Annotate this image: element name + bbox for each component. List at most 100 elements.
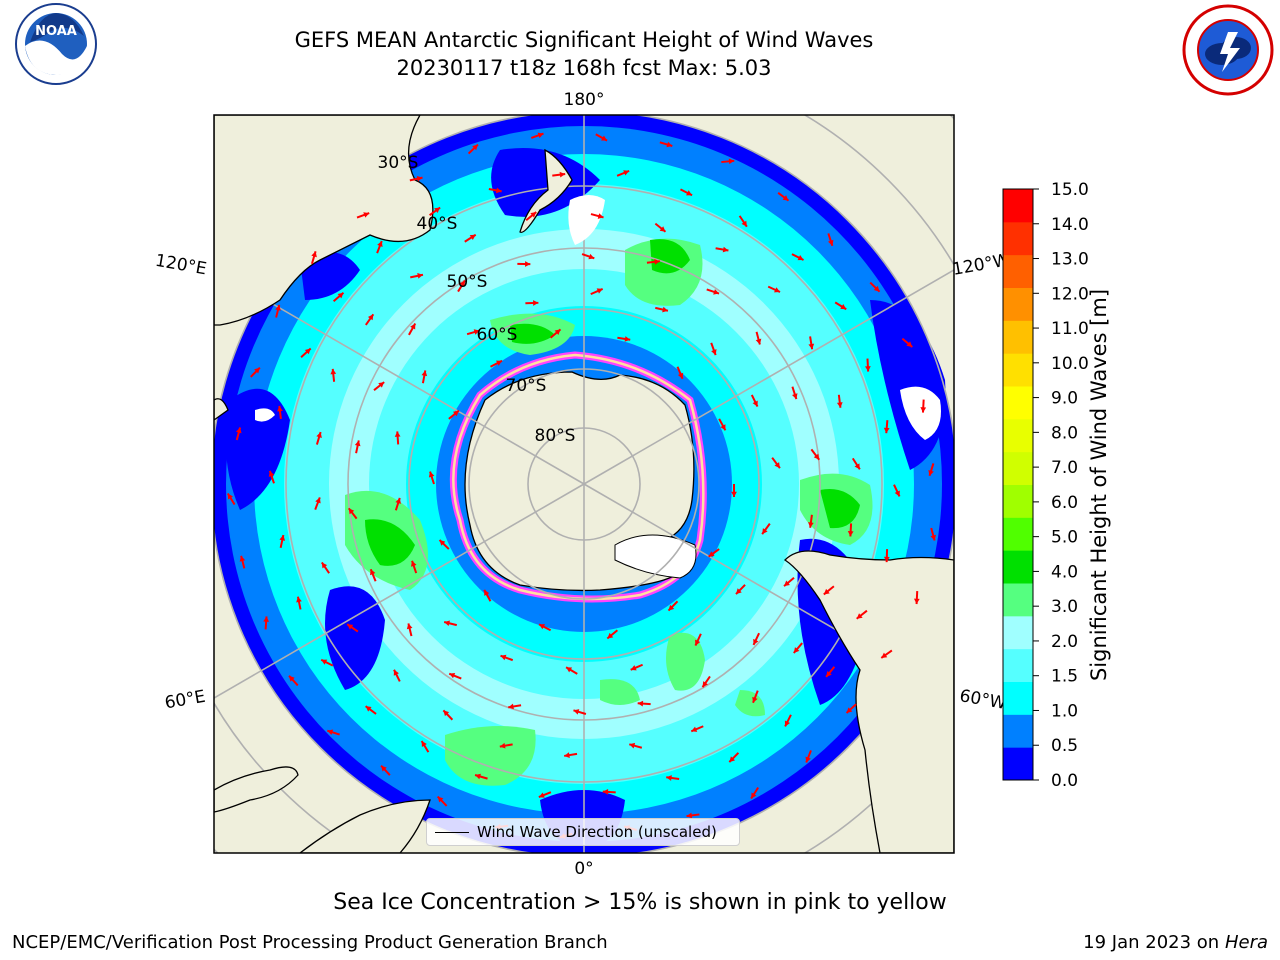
lat-label-80s: 80°S <box>535 426 576 446</box>
wind-wave-arrowhead <box>906 341 913 348</box>
madagascar <box>214 398 229 421</box>
colorbar-segment <box>1003 221 1033 256</box>
map-legend: Wind Wave Direction (unscaled) <box>426 818 740 846</box>
wind-wave-arrowhead <box>394 431 401 437</box>
wind-wave-arrowhead <box>508 703 514 710</box>
wind-wave-arrowhead <box>437 796 444 803</box>
wind-wave-arrowhead <box>662 306 668 313</box>
wind-wave-arrowhead <box>813 453 820 460</box>
colorbar-tick-label: 2.0 <box>1051 632 1078 652</box>
wind-wave-arrowhead <box>751 792 757 799</box>
wind-wave-arrowhead <box>495 187 502 194</box>
wind-wave-arrowhead <box>554 329 561 335</box>
wind-wave-arrowhead <box>623 170 630 176</box>
wind-wave-arrowhead <box>784 720 791 727</box>
wind-wave-arrowhead <box>797 255 804 261</box>
wind-wave-arrowhead <box>499 742 506 749</box>
legend-label: Wind Wave Direction (unscaled) <box>477 823 717 841</box>
wind-wave-arrowhead <box>883 556 890 563</box>
wind-wave-arrowhead <box>304 348 311 355</box>
wind-wave-arrowhead <box>729 756 736 763</box>
wind-wave-arrowhead <box>410 560 417 567</box>
colorbar-tick-label: 15.0 <box>1051 180 1089 200</box>
wind-wave-arrowhead <box>530 212 537 218</box>
wind-wave-arrowhead <box>367 314 374 321</box>
wind-wave-arrowhead <box>354 440 361 447</box>
wind-wave-arrowhead <box>702 681 708 688</box>
colorbar-segment <box>1003 648 1033 682</box>
wind-wave-arrowhead <box>363 212 370 218</box>
lon-label-120e: 120°E <box>154 251 208 280</box>
colorbar-tick-label: 12.0 <box>1051 284 1089 304</box>
wind-wave-arrowhead <box>808 522 814 528</box>
wind-wave-arrowhead <box>722 246 729 253</box>
colorbar-segment <box>1003 583 1033 617</box>
wind-wave-arrowhead <box>406 623 413 630</box>
wind-wave-arrowhead <box>731 491 737 497</box>
wind-wave-arrowhead <box>263 616 270 622</box>
wind-wave-arrowhead <box>753 638 759 645</box>
wind-wave-arrowhead <box>630 665 637 671</box>
footer-date: 19 Jan 2023 on Hera <box>1083 932 1268 953</box>
wind-wave-arrowhead <box>601 135 608 141</box>
lat-label-30s: 30°S <box>378 153 419 173</box>
wind-wave-arrowhead <box>827 239 834 246</box>
new-zealand <box>519 148 573 233</box>
wind-wave-arrowhead <box>728 158 735 165</box>
wind-wave-arrowhead <box>686 190 693 196</box>
wind-wave-arrowhead <box>826 670 832 677</box>
wind-wave-arrowhead <box>774 462 780 469</box>
wind-wave-arrowhead <box>484 589 490 596</box>
wind-wave-arrowhead <box>538 792 545 798</box>
wind-wave-arrowhead <box>459 280 465 287</box>
svg-text:NOAA: NOAA <box>35 24 77 39</box>
wind-wave-arrowhead <box>289 675 295 682</box>
wind-wave-arrowhead <box>347 624 354 630</box>
wind-wave-arrowhead <box>566 667 573 673</box>
wind-wave-arrowhead <box>469 234 476 241</box>
wind-wave-arrowhead <box>782 195 789 201</box>
wind-wave-arrowhead <box>854 463 860 470</box>
wind-wave-arrowhead <box>792 393 798 400</box>
lon-label-120w: 120°W <box>951 250 1012 280</box>
wind-wave-arrowhead <box>629 742 636 749</box>
colorbar-segment <box>1003 254 1033 288</box>
wind-wave-arrowhead <box>774 287 781 293</box>
footer-date-text: 19 Jan 2023 on <box>1083 932 1225 953</box>
wind-wave-arrowhead <box>654 258 660 265</box>
wind-wave-arrowhead <box>378 382 385 388</box>
wind-wave-arrowhead <box>784 580 790 587</box>
south-america <box>783 550 954 853</box>
colorbar-segment <box>1003 484 1033 518</box>
wind-wave-arrowhead <box>316 432 322 438</box>
colorbar-tick-label: 0.5 <box>1051 736 1078 756</box>
wind-wave-arrowhead <box>277 405 283 412</box>
wind-wave-arrowhead <box>496 360 503 366</box>
lat-label-70s: 70°S <box>506 376 547 396</box>
wind-wave-arrowhead <box>873 285 880 292</box>
wind-wave-arrowhead <box>444 620 450 627</box>
lat-label-60s: 60°S <box>477 325 518 345</box>
wind-wave-arrowhead <box>691 726 698 732</box>
wind-wave-arrowhead <box>327 729 334 735</box>
colorbar-tick-label: 8.0 <box>1051 423 1078 443</box>
wind-wave-arrowhead <box>573 709 580 715</box>
wind-wave-arrowhead <box>443 710 450 717</box>
wind-wave-arrowhead <box>823 588 830 595</box>
wind-wave-arrowhead <box>836 402 843 408</box>
colorbar-tick-label: 6.0 <box>1051 493 1078 513</box>
wind-wave-arrowhead <box>296 596 302 603</box>
wind-wave-arrowhead <box>337 292 344 299</box>
lat-label-40s: 40°S <box>417 214 458 234</box>
wind-wave-arrowhead <box>428 471 435 478</box>
wind-wave-arrowhead <box>279 535 286 541</box>
colorbar-tick-label: 10.0 <box>1051 354 1089 374</box>
wind-wave-arrowhead <box>752 696 758 703</box>
wind-wave-arrowhead <box>713 289 720 295</box>
colorbar-segment <box>1003 320 1033 354</box>
colorbar-segment <box>1003 287 1033 321</box>
wind-wave-arrowhead <box>741 220 747 227</box>
lat-label-50s: 50°S <box>447 272 488 292</box>
wind-wave-arrowhead <box>449 672 456 679</box>
wind-wave-arrowhead <box>275 304 281 311</box>
